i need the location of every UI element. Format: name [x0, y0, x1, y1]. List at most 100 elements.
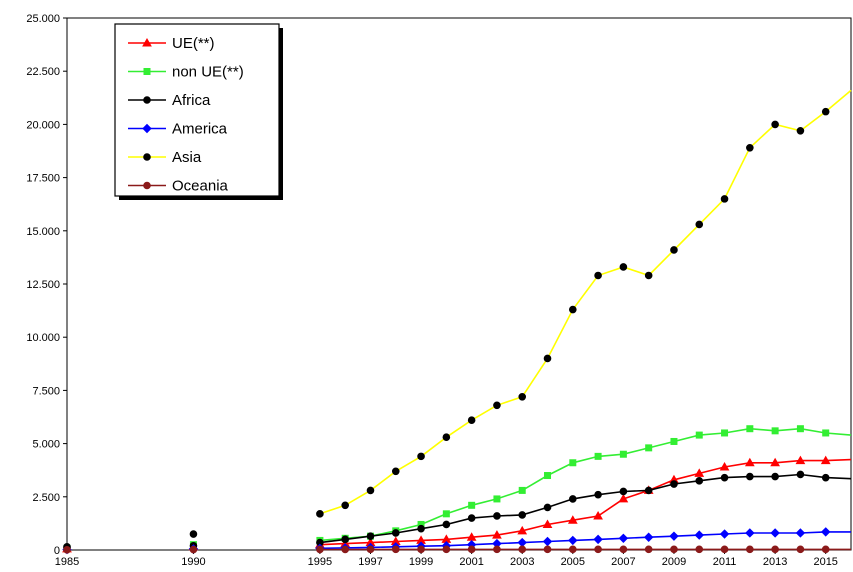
- data-point: [391, 545, 400, 554]
- y-tick-label: 22.500: [26, 66, 60, 78]
- y-tick-label: 25.000: [26, 13, 60, 25]
- data-point: [746, 545, 754, 554]
- y-tick-label: 5.000: [32, 439, 60, 451]
- legend-items: UE(**) non UE(**) Africa America Asia Oceania: [128, 35, 244, 195]
- data-point: [796, 425, 804, 433]
- legend-label: non UE(**): [172, 64, 244, 81]
- data-point: [493, 495, 501, 503]
- x-tick-label: 2007: [611, 556, 635, 568]
- x-tick-label: 2001: [459, 556, 483, 568]
- data-point: [771, 472, 779, 481]
- data-point: [746, 472, 754, 481]
- data-point: [366, 545, 375, 554]
- x-tick-label: 2005: [561, 556, 585, 568]
- legend-swatch-marker: [143, 153, 151, 161]
- data-point: [771, 120, 779, 129]
- data-point: [391, 529, 400, 537]
- x-tick-label: 1999: [409, 556, 433, 568]
- data-point: [594, 545, 602, 554]
- data-point: [643, 532, 654, 542]
- data-point: [745, 528, 755, 538]
- data-point: [417, 545, 425, 554]
- series-line: [319, 427, 852, 542]
- data-point: [63, 545, 71, 554]
- data-point: [341, 535, 349, 544]
- data-point: [720, 195, 729, 203]
- data-point: [518, 392, 527, 401]
- data-point: [670, 480, 678, 488]
- legend-swatch-marker: [143, 68, 151, 75]
- data-point: [744, 457, 755, 467]
- data-point: [618, 533, 629, 544]
- data-point: [493, 512, 501, 520]
- data-point: [669, 531, 679, 541]
- y-tick-label: 20.000: [26, 119, 60, 131]
- y-tick-label: 15.000: [26, 226, 60, 238]
- data-point: [771, 545, 779, 554]
- x-tick-label: 1990: [181, 556, 205, 568]
- data-point: [796, 545, 805, 554]
- series-oceania: [63, 545, 851, 554]
- data-point: [189, 530, 198, 538]
- data-point: [694, 468, 705, 477]
- data-point: [442, 510, 450, 518]
- data-point: [795, 528, 806, 538]
- x-tick-label: 1995: [308, 556, 332, 568]
- data-point: [417, 524, 425, 533]
- data-point: [670, 246, 678, 254]
- data-point: [644, 486, 653, 495]
- data-point: [720, 545, 729, 554]
- data-point: [316, 510, 324, 518]
- data-point: [594, 490, 602, 499]
- data-point: [442, 433, 451, 442]
- data-point: [341, 545, 349, 554]
- data-point: [442, 545, 451, 554]
- data-point: [492, 530, 502, 539]
- y-axis: 0 2.500 5.000 7.500 10.000 12.500 15.000 17.500…: [26, 13, 67, 557]
- data-point: [694, 530, 704, 540]
- data-point: [695, 220, 704, 229]
- legend-box: [114, 23, 280, 197]
- data-point: [467, 514, 476, 522]
- series-layer: [62, 89, 852, 555]
- legend-label: America: [172, 121, 228, 138]
- legend-label: Oceania: [172, 178, 229, 195]
- y-tick-label: 0: [54, 545, 60, 557]
- data-point: [593, 510, 603, 520]
- data-point: [543, 545, 552, 554]
- data-point: [645, 444, 653, 452]
- data-point: [746, 425, 754, 433]
- series-line: [319, 89, 852, 515]
- x-axis: 1985 1990 1995 1997 1999 2001 2003 2005 2007 2009…: [55, 550, 838, 568]
- data-point: [820, 455, 831, 465]
- x-tick-label: 2015: [813, 556, 837, 568]
- data-point: [719, 462, 730, 471]
- data-point: [644, 271, 653, 280]
- x-tick-label: 1985: [55, 556, 79, 568]
- y-tick-label: 17.500: [26, 173, 60, 185]
- data-point: [567, 515, 578, 524]
- data-point: [644, 545, 653, 554]
- legend-swatch-marker: [143, 181, 151, 190]
- y-tick-label: 12.500: [26, 279, 60, 291]
- data-point: [821, 527, 831, 537]
- data-point: [467, 416, 476, 424]
- data-point: [695, 477, 704, 485]
- series-ue-: [62, 455, 852, 553]
- data-point: [720, 473, 729, 482]
- data-point: [316, 545, 324, 554]
- data-point: [189, 545, 198, 554]
- x-tick-label: 2013: [763, 556, 787, 568]
- data-point: [569, 495, 577, 503]
- data-point: [517, 525, 528, 535]
- data-point: [341, 501, 349, 510]
- data-point: [468, 501, 476, 509]
- data-point: [543, 503, 552, 512]
- data-point: [569, 459, 577, 467]
- data-point: [770, 457, 780, 467]
- legend-label: UE(**): [172, 35, 215, 52]
- data-point: [619, 545, 628, 554]
- data-point: [695, 545, 704, 554]
- legend-label: Asia: [172, 149, 202, 166]
